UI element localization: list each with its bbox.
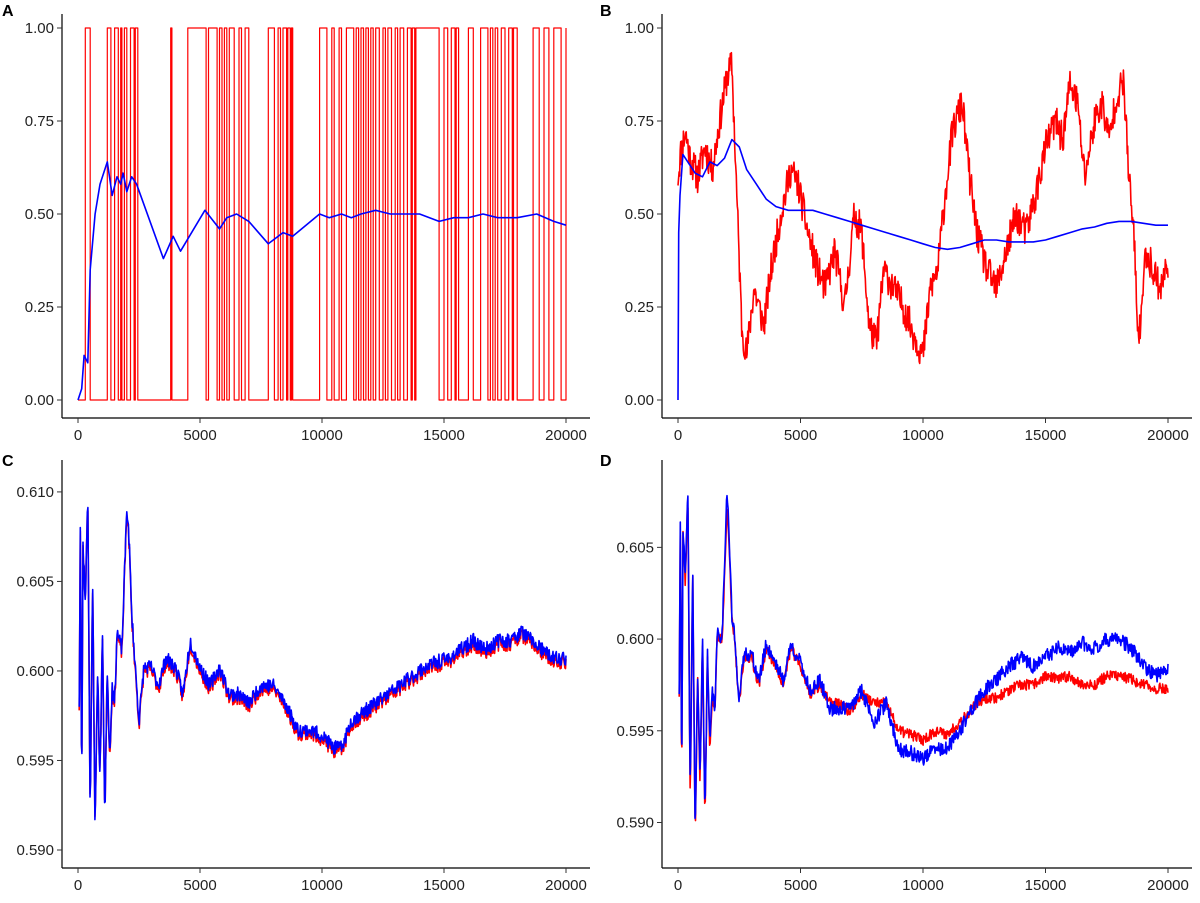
y-tick-label: 1.00 bbox=[625, 20, 654, 37]
panel-c: C 0.590 0.595 0.600 0.605 0.610 0 5000 10000 1500… bbox=[2, 453, 590, 894]
x-tick-label: 10000 bbox=[301, 877, 343, 894]
series-line-blue bbox=[678, 494, 1169, 820]
series-line-red bbox=[678, 504, 1169, 822]
y-tick-label: 0.610 bbox=[16, 484, 54, 501]
x-tick-label: 15000 bbox=[1025, 427, 1067, 444]
x-tick-label: 5000 bbox=[784, 877, 817, 894]
panel-label: D bbox=[600, 453, 612, 470]
x-tick-label: 5000 bbox=[183, 427, 216, 444]
y-tick-label: 0.50 bbox=[25, 206, 54, 223]
x-tick-label: 20000 bbox=[545, 427, 587, 444]
x-tick-label: 15000 bbox=[423, 427, 465, 444]
x-tick-label: 0 bbox=[74, 877, 82, 894]
x-tick-label: 10000 bbox=[902, 427, 944, 444]
x-tick-label: 20000 bbox=[1147, 877, 1189, 894]
x-tick-label: 0 bbox=[674, 427, 682, 444]
y-tick-label: 0.595 bbox=[16, 752, 54, 769]
y-tick-label: 0.590 bbox=[16, 842, 54, 859]
x-tick-label: 10000 bbox=[301, 427, 343, 444]
series-line-red bbox=[677, 51, 1169, 365]
x-tick-label: 0 bbox=[74, 427, 82, 444]
x-tick-label: 10000 bbox=[902, 877, 944, 894]
y-tick-label: 0.25 bbox=[25, 299, 54, 316]
y-tick-label: 0.600 bbox=[16, 663, 54, 680]
series-line-blue bbox=[78, 506, 567, 821]
x-tick-label: 15000 bbox=[423, 877, 465, 894]
series-line-red bbox=[78, 509, 567, 818]
series-line-blue bbox=[77, 161, 567, 401]
x-tick-label: 20000 bbox=[1147, 427, 1189, 444]
y-tick-label: 0.25 bbox=[625, 299, 654, 316]
series-line-blue bbox=[677, 138, 1168, 401]
x-tick-label: 5000 bbox=[183, 877, 216, 894]
y-tick-label: 0.00 bbox=[625, 392, 654, 409]
y-tick-label: 0.590 bbox=[616, 814, 654, 831]
x-tick-label: 20000 bbox=[545, 877, 587, 894]
series-line-red bbox=[78, 27, 567, 401]
y-tick-label: 0.595 bbox=[616, 723, 654, 740]
panel-d: D 0.590 0.595 0.600 0.605 0 5000 10000 15000 2000… bbox=[600, 453, 1192, 894]
y-tick-label: 0.00 bbox=[25, 392, 54, 409]
y-tick-label: 0.605 bbox=[616, 539, 654, 556]
x-tick-label: 5000 bbox=[784, 427, 817, 444]
panel-label: C bbox=[2, 453, 14, 470]
y-tick-label: 1.00 bbox=[25, 20, 54, 37]
y-tick-label: 0.50 bbox=[625, 206, 654, 223]
x-tick-label: 15000 bbox=[1025, 877, 1067, 894]
panel-a: A 0.00 0.25 0.50 0.75 1.00 0 5000 10000 15000 2000… bbox=[2, 3, 590, 444]
y-tick-label: 0.605 bbox=[16, 573, 54, 590]
panel-b: B 0.00 0.25 0.50 0.75 1.00 0 5000 10000 15000 2000… bbox=[600, 3, 1192, 444]
y-tick-label: 0.75 bbox=[625, 113, 654, 130]
y-tick-label: 0.75 bbox=[25, 113, 54, 130]
y-tick-label: 0.600 bbox=[616, 631, 654, 648]
panel-label: A bbox=[2, 3, 14, 20]
panel-label: B bbox=[600, 3, 612, 20]
x-tick-label: 0 bbox=[674, 877, 682, 894]
